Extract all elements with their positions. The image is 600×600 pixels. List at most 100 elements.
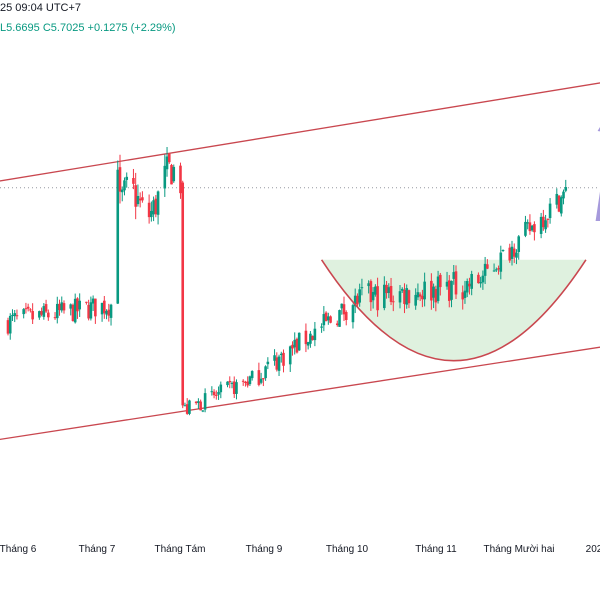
candle-body (340, 303, 344, 309)
candle-body (154, 198, 158, 215)
candle-body (416, 292, 420, 298)
candle-body (344, 312, 348, 320)
candle-body (219, 384, 223, 393)
candle-body (282, 352, 285, 366)
low-value: 5.6695 (6, 22, 40, 34)
candle-body (358, 289, 361, 303)
candle-body (542, 216, 545, 228)
candle-body (259, 378, 263, 383)
candle-body (217, 391, 220, 395)
trendline-upper (0, 82, 600, 182)
candle-body (311, 335, 314, 340)
candle-body (125, 176, 129, 180)
candle-body (414, 294, 417, 306)
candle-body (244, 382, 247, 384)
candle-body (342, 304, 346, 315)
candle-body (398, 291, 402, 303)
candle-body (44, 304, 48, 312)
candle-body (203, 393, 207, 410)
candle-body (477, 274, 480, 284)
candle-body (492, 270, 496, 272)
candle-body (226, 381, 229, 386)
candle-body (353, 295, 357, 307)
candle-body (279, 353, 283, 356)
candle-body (483, 263, 487, 276)
candle-body (277, 356, 281, 371)
candle-body (445, 281, 449, 287)
candle-body (136, 195, 140, 205)
candle-body (470, 273, 473, 289)
candle-body (430, 280, 433, 301)
candle-body (479, 282, 482, 284)
candle-body (495, 269, 498, 271)
candle-body (94, 298, 97, 317)
x-tick-label: Tháng 9 (246, 544, 283, 555)
candle-body (71, 304, 75, 322)
candle-body (53, 317, 57, 319)
change-value: +0.1275 (+2.29%) (87, 22, 176, 34)
candle-body (42, 306, 46, 317)
candle-body (38, 311, 41, 318)
candle-body (405, 288, 409, 305)
price-header: 25 09:04 UTC+7 L5.6695 C5.7025 +0.1275 (… (0, 0, 600, 40)
candle-body (329, 316, 332, 323)
candle-body (421, 295, 424, 300)
candle-body (11, 314, 14, 316)
candle-body (181, 182, 185, 406)
x-tick-label: Tháng 7 (79, 544, 116, 555)
candle-body (324, 312, 328, 321)
candle-body (60, 302, 64, 311)
candle-body (100, 302, 104, 315)
candle-body (150, 210, 153, 218)
candle-body (557, 195, 561, 212)
candle-body (295, 338, 299, 353)
candle-body (105, 310, 108, 315)
candle-body (165, 156, 169, 170)
candle-body (76, 298, 79, 312)
close-value: 5.7025 (50, 22, 85, 34)
candle-body (132, 178, 135, 184)
candle-body (40, 311, 43, 315)
trendline-lower (0, 346, 600, 441)
x-tick-label: Tháng Mười hai (483, 544, 554, 555)
candle-body (515, 252, 518, 258)
candle-body (465, 281, 469, 293)
candle-body (147, 202, 151, 218)
candle-body (73, 298, 77, 323)
x-tick-label: Tháng 10 (326, 544, 369, 555)
candle-body (232, 381, 236, 395)
candle-body (400, 288, 404, 291)
candle-body (447, 280, 451, 301)
candle-body (360, 287, 364, 289)
candle-body (320, 326, 323, 328)
candle-body (85, 301, 88, 303)
candle-body (212, 391, 216, 396)
candle-body (367, 283, 370, 287)
candle-body (29, 309, 32, 311)
candle-body (555, 193, 559, 205)
candle-body (528, 222, 532, 232)
candle-body (461, 292, 465, 300)
candle-body (138, 198, 142, 201)
candle-body (199, 401, 202, 411)
x-tick-label: 202 (586, 544, 600, 555)
candle-body (291, 344, 294, 349)
candle-body (215, 394, 218, 396)
candle-body (309, 333, 312, 344)
candle-body (24, 308, 28, 310)
candle-body (387, 287, 391, 293)
candle-body (167, 153, 171, 163)
candle-body (423, 281, 426, 300)
candle-body (530, 225, 534, 231)
candle-body (313, 328, 317, 341)
candle-body (327, 316, 330, 321)
candle-body (235, 382, 238, 394)
x-tick-label: Tháng 11 (415, 544, 457, 555)
candle-body (526, 222, 529, 224)
candle-body (432, 286, 435, 298)
candle-body (369, 281, 373, 303)
cup-curve (320, 259, 587, 362)
candle-body (434, 288, 438, 303)
candle-body (391, 301, 395, 303)
